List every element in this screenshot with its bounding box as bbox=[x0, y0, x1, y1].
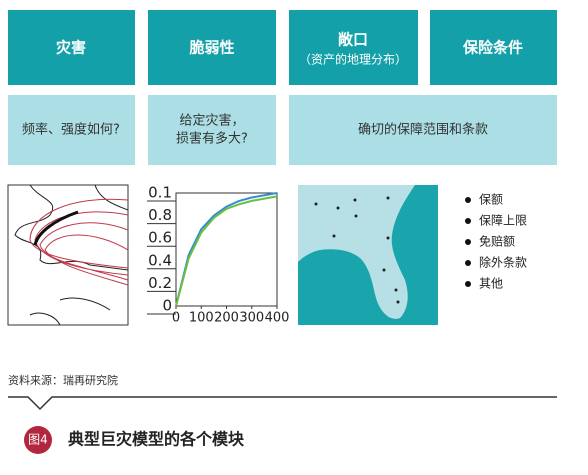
question-row: 频率、强度如何? 给定灾害， 损害有多大? 确切的保障范围和条款 bbox=[8, 95, 557, 165]
header-box bbox=[148, 10, 276, 85]
figure-badge bbox=[24, 426, 52, 454]
storm-track-main bbox=[33, 210, 79, 246]
bullet-dot bbox=[465, 281, 471, 287]
y-tick-label: 0.2 bbox=[148, 274, 172, 292]
question: 损害有多大? bbox=[176, 131, 248, 147]
figure-number: 图4 bbox=[28, 433, 48, 447]
header-box bbox=[430, 10, 557, 85]
divider bbox=[8, 396, 557, 411]
x-tick-label: 100 bbox=[189, 311, 214, 326]
bullet-text: 保额 bbox=[479, 193, 503, 207]
question-box bbox=[148, 95, 276, 165]
land bbox=[298, 185, 415, 319]
curve bbox=[175, 195, 278, 307]
source: 资料来源：瑞再研究院 bbox=[8, 373, 118, 387]
question: 给定灾害， bbox=[179, 113, 244, 129]
bullet-dot bbox=[465, 239, 471, 245]
y-tick-label: 0.1 bbox=[148, 184, 172, 202]
question-box bbox=[8, 95, 135, 165]
bullet-text: 保障上限 bbox=[479, 213, 527, 228]
asset-points bbox=[314, 196, 400, 304]
bullet-text: 其他 bbox=[479, 277, 503, 291]
question: 频率、强度如何? bbox=[22, 122, 120, 138]
hurricane-map bbox=[7, 184, 129, 326]
question-box bbox=[289, 95, 557, 165]
header-sublabel: （资产的地理分布） bbox=[299, 52, 407, 67]
bullet-dot bbox=[465, 197, 471, 203]
figure-title: 典型巨灾模型的各个模块 bbox=[68, 430, 245, 449]
x-tick-label: 200 bbox=[214, 311, 239, 326]
y-tick-label: 0.6 bbox=[148, 229, 172, 247]
y-tick-label: 0.4 bbox=[148, 251, 172, 269]
bullet-dot bbox=[465, 260, 471, 266]
y-tick-label: 0 bbox=[162, 297, 172, 315]
x-tick-label: 0 bbox=[172, 311, 180, 326]
storm-tracks bbox=[29, 198, 129, 286]
exposure-map bbox=[298, 185, 438, 325]
header-box bbox=[289, 10, 418, 85]
header-box bbox=[8, 10, 135, 85]
header-label: 灾害 bbox=[56, 39, 86, 57]
header-row: 灾害 脆弱性 敞口 （资产的地理分布） 保险条件 bbox=[8, 10, 557, 85]
header-label: 敞口 bbox=[338, 31, 368, 49]
bullet-text: 除外条款 bbox=[479, 255, 527, 270]
bullet-dot bbox=[465, 218, 471, 224]
curve bbox=[175, 192, 278, 307]
x-tick-label: 300 bbox=[239, 311, 264, 326]
map-frame bbox=[7, 184, 129, 326]
vulnerability-chart: 0 0.2 0.4 0.6 0.8 0.1 0 100 200 300 400 bbox=[147, 184, 289, 326]
question: 确切的保障范围和条款 bbox=[358, 122, 488, 138]
x-tick-label: 400 bbox=[265, 311, 290, 326]
coastline bbox=[14, 184, 129, 326]
header-label: 保险条件 bbox=[462, 39, 523, 57]
bullet-text: 免赔额 bbox=[479, 234, 515, 249]
header-label: 脆弱性 bbox=[189, 39, 234, 57]
y-tick-label: 0.8 bbox=[148, 206, 172, 224]
